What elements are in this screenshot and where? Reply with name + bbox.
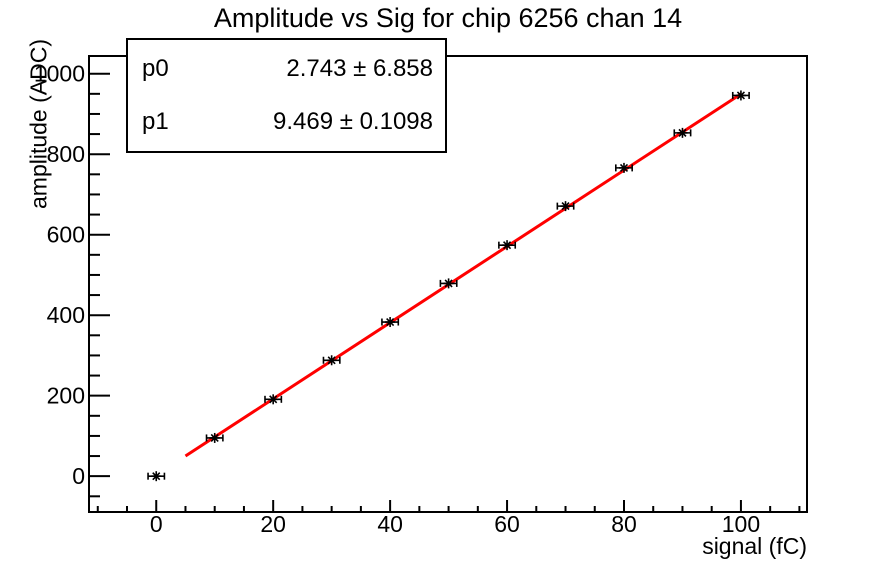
y-tick-label: 200: [47, 383, 85, 409]
x-tick-label: 0: [150, 511, 163, 537]
y-tick-label: 800: [47, 141, 85, 167]
x-tick-label: 40: [377, 511, 403, 537]
data-point-marker: [736, 91, 745, 100]
fit-param-p0-name: p0: [142, 54, 169, 82]
fit-stats-box: p0 2.743 ± 6.858 p1 9.469 ± 0.1098: [126, 38, 447, 153]
y-axis-title: amplitude (ADC): [25, 39, 52, 209]
x-tick-label: 20: [260, 511, 286, 537]
x-axis-title: signal (fC): [702, 533, 807, 559]
fit-param-p1-name: p1: [142, 108, 169, 136]
fit-line: [184, 92, 742, 458]
y-tick-label: 400: [47, 302, 85, 328]
data-point-marker: [210, 433, 219, 443]
stats-row-p0: p0 2.743 ± 6.858: [142, 55, 433, 83]
x-tick-label: 80: [611, 511, 637, 537]
data-point-marker: [327, 356, 336, 365]
y-tick-label: 600: [47, 222, 85, 248]
data-point-marker: [152, 472, 161, 481]
data-point-marker: [678, 128, 687, 137]
data-point-marker: [619, 163, 629, 172]
data-point-marker: [386, 317, 395, 327]
data-point-marker: [561, 202, 570, 211]
fit-param-p1-value: 9.469 ± 0.1098: [273, 108, 433, 136]
data-point-marker: [502, 241, 512, 250]
data-point-marker: [269, 395, 278, 404]
data-point-marker: [444, 279, 453, 288]
chart-title: Amplitude vs Sig for chip 6256 chan 14: [213, 3, 683, 33]
fit-param-p0-value: 2.743 ± 6.858: [286, 54, 433, 82]
y-tick-label: 1000: [34, 61, 85, 87]
x-tick-label: 100: [722, 511, 760, 537]
stats-row-p1: p1 9.469 ± 0.1098: [142, 108, 433, 136]
x-tick-label: 60: [494, 511, 520, 537]
y-tick-label: 0: [72, 463, 85, 489]
